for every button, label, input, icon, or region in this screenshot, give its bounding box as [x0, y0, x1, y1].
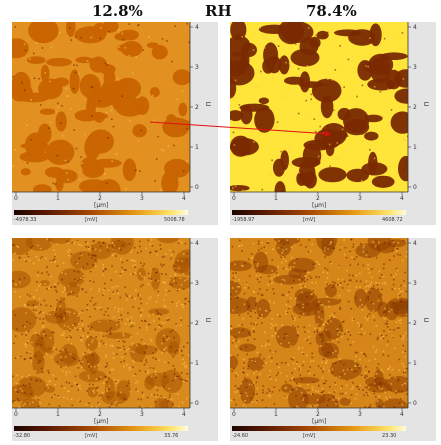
y-tick-label: 3 — [195, 280, 199, 287]
afm-map-bottom-right — [230, 238, 408, 408]
colorbar-unit-label: [mV] — [85, 433, 98, 439]
x-tick-label: 4 — [182, 411, 186, 418]
colorbar — [14, 210, 188, 215]
x-tick-label: 4 — [400, 411, 404, 418]
scale-handle-icon[interactable]: ⊏ — [205, 100, 212, 108]
scale-handle-icon[interactable]: ⊏ — [423, 316, 430, 324]
afm-panel-top-right: 0 1 2 3 4 4 3 2 1 0 ⊏ [µm] -1958.97 [mV] 4608.72 — [230, 22, 436, 225]
afm-map-top-left — [12, 22, 190, 192]
y-tick-label: 0 — [413, 184, 417, 191]
x-unit-label: [µm] — [94, 202, 109, 209]
colorbar-min-label: -24.60 — [232, 433, 249, 439]
x-tick-label: 1 — [56, 411, 60, 418]
y-tick-label: 3 — [413, 280, 417, 287]
colorbar-max-label: 23.30 — [382, 433, 397, 439]
x-tick-label: 2 — [316, 411, 320, 418]
y-tick-label: 4 — [195, 240, 199, 247]
colorbar — [14, 426, 188, 431]
colorbar-max-label: 5008.78 — [164, 217, 185, 223]
y-tick-label: 0 — [195, 400, 199, 407]
afm-panel-bottom-left: 0 1 2 3 4 4 3 2 1 0 ⊏ [µm] -32.80 [mV] 33.76 — [12, 238, 218, 441]
y-tick-label: 1 — [413, 360, 417, 367]
y-tick-label: 0 — [195, 184, 199, 191]
y-tick-label: 0 — [413, 400, 417, 407]
x-tick-label: 2 — [98, 411, 102, 418]
rh-high-label: 78.4% — [306, 2, 357, 20]
y-tick-label: 2 — [195, 320, 199, 327]
colorbar-max-label: 4608.72 — [382, 217, 403, 223]
x-tick-label: 0 — [232, 411, 236, 418]
colorbar-unit-label: [mV] — [303, 217, 316, 223]
x-tick-label: 1 — [274, 411, 278, 418]
scale-handle-icon[interactable]: ⊏ — [205, 316, 212, 324]
x-tick-label: 4 — [182, 195, 186, 202]
x-tick-label: 3 — [358, 195, 362, 202]
colorbar-unit-label: [mV] — [303, 433, 316, 439]
colorbar-min-label: -4978.33 — [14, 217, 37, 223]
x-unit-label: [µm] — [94, 418, 109, 425]
afm-map-top-right — [230, 22, 408, 192]
y-tick-label: 1 — [195, 144, 199, 151]
afm-panel-bottom-right: 0 1 2 3 4 4 3 2 1 0 ⊏ [µm] -24.60 [mV] 23.30 — [230, 238, 436, 441]
x-tick-label: 3 — [140, 411, 144, 418]
y-tick-label: 2 — [195, 104, 199, 111]
y-tick-label: 3 — [195, 64, 199, 71]
scale-handle-icon[interactable]: ⊏ — [423, 100, 430, 108]
colorbar-max-label: 33.76 — [164, 433, 179, 439]
afm-map-bottom-left — [12, 238, 190, 408]
colorbar-min-label: -32.80 — [14, 433, 31, 439]
y-tick-label: 2 — [413, 104, 417, 111]
x-tick-label: 3 — [358, 411, 362, 418]
y-tick-label: 1 — [413, 144, 417, 151]
rh-low-label: 12.8% — [92, 2, 143, 20]
y-tick-label: 3 — [413, 64, 417, 71]
x-unit-label: [µm] — [312, 418, 327, 425]
y-tick-label: 4 — [413, 240, 417, 247]
x-tick-label: 4 — [400, 195, 404, 202]
colorbar — [232, 426, 406, 431]
x-tick-label: 1 — [56, 195, 60, 202]
x-tick-label: 0 — [232, 195, 236, 202]
y-tick-label: 1 — [195, 360, 199, 367]
x-tick-label: 3 — [140, 195, 144, 202]
colorbar-unit-label: [mV] — [85, 217, 98, 223]
x-unit-label: [µm] — [312, 202, 327, 209]
y-tick-label: 4 — [413, 24, 417, 31]
x-tick-label: 2 — [316, 195, 320, 202]
x-tick-label: 2 — [98, 195, 102, 202]
rh-label: RH — [205, 2, 232, 20]
x-tick-label: 0 — [14, 195, 18, 202]
colorbar-min-label: -1958.97 — [232, 217, 255, 223]
afm-panel-top-left: 0 1 2 3 4 4 3 2 1 0 ⊏ [µm] -4978.33 [mV] 5008.78 — [12, 22, 218, 225]
y-tick-label: 4 — [195, 24, 199, 31]
x-tick-label: 1 — [274, 195, 278, 202]
colorbar — [232, 210, 406, 215]
x-tick-label: 0 — [14, 411, 18, 418]
y-tick-label: 2 — [413, 320, 417, 327]
